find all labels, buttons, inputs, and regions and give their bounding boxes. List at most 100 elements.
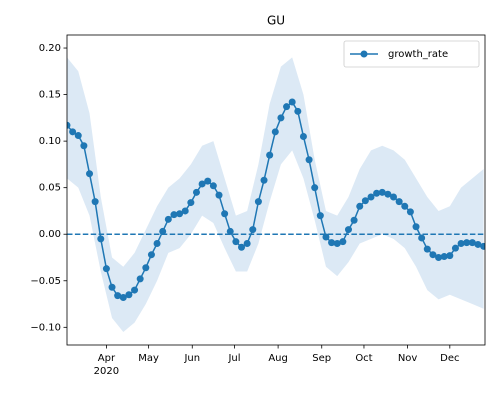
marker: [74, 132, 82, 140]
marker: [187, 199, 195, 207]
marker: [119, 294, 127, 302]
marker: [192, 188, 200, 196]
marker: [451, 244, 459, 252]
marker: [69, 128, 77, 136]
marker: [429, 251, 437, 259]
marker: [170, 211, 178, 219]
marker: [322, 233, 330, 241]
x-tick-label: Oct: [355, 353, 372, 364]
marker: [91, 198, 99, 206]
marker: [316, 212, 324, 220]
marker: [147, 251, 155, 259]
marker: [474, 240, 482, 248]
y-tick-label: 0.10: [39, 136, 61, 147]
marker: [395, 198, 403, 206]
marker: [288, 98, 296, 106]
x-tick-label: May: [138, 353, 159, 364]
y-tick-label: 0.15: [39, 90, 61, 101]
marker: [80, 142, 88, 150]
marker: [260, 176, 268, 184]
marker: [254, 198, 262, 206]
marker: [108, 283, 116, 291]
marker: [299, 132, 307, 140]
marker: [412, 223, 420, 231]
marker: [350, 216, 358, 224]
marker: [361, 197, 369, 205]
marker: [209, 182, 217, 190]
x-tick-label: Aug: [268, 353, 288, 364]
marker: [221, 210, 229, 218]
marker: [277, 114, 285, 122]
y-tick-label: −0.05: [30, 276, 61, 287]
confidence-band: [67, 57, 484, 332]
marker: [198, 180, 206, 188]
legend-label: growth_rate: [388, 49, 448, 60]
marker: [390, 193, 398, 201]
marker: [67, 121, 71, 129]
marker: [418, 234, 426, 242]
x-tick-label: Jul: [227, 353, 240, 364]
marker: [356, 202, 364, 210]
marker: [114, 292, 122, 300]
marker: [333, 240, 341, 248]
marker: [311, 184, 319, 192]
x-year-label: 2020: [94, 366, 119, 377]
marker: [249, 226, 257, 234]
marker: [181, 207, 189, 215]
marker: [294, 107, 302, 115]
x-tick-label: Jun: [183, 353, 200, 364]
marker: [480, 242, 485, 250]
marker: [406, 208, 414, 216]
x-tick-label: Dec: [440, 353, 459, 364]
y-tick-label: 0.00: [39, 229, 61, 240]
marker: [215, 191, 223, 199]
marker: [86, 170, 94, 178]
chart-title: GU: [267, 14, 285, 28]
marker: [142, 264, 150, 272]
marker: [226, 227, 234, 235]
legend-box: [343, 40, 480, 68]
marker: [159, 227, 167, 235]
marker: [176, 210, 184, 218]
marker: [468, 239, 476, 247]
marker: [423, 245, 431, 253]
marker: [328, 239, 336, 247]
marker: [125, 291, 133, 299]
marker: [271, 128, 279, 136]
x-tick-label: Sep: [312, 353, 331, 364]
marker: [457, 240, 465, 248]
marker: [266, 151, 274, 159]
marker: [232, 238, 240, 246]
marker: [102, 265, 110, 273]
marker: [131, 286, 139, 294]
marker: [204, 177, 212, 185]
legend-marker: [360, 50, 368, 58]
y-tick-label: 0.05: [39, 183, 61, 194]
marker: [153, 240, 161, 248]
axes-frame: [66, 34, 486, 346]
plot-area: [67, 57, 485, 332]
marker: [305, 156, 313, 164]
marker: [339, 238, 347, 246]
marker: [367, 193, 375, 201]
marker: [164, 215, 172, 223]
marker: [373, 189, 381, 197]
marker: [238, 243, 246, 251]
marker: [243, 240, 251, 248]
y-tick-label: 0.20: [39, 43, 61, 54]
marker: [384, 190, 392, 198]
marker: [97, 235, 105, 243]
marker: [446, 252, 454, 260]
marker: [344, 226, 352, 234]
marker: [435, 253, 443, 261]
y-tick-label: −0.10: [30, 322, 61, 333]
marker: [283, 103, 291, 111]
x-tick-label: Apr: [98, 353, 116, 364]
marker: [136, 275, 144, 283]
marker: [440, 253, 448, 261]
marker: [401, 202, 409, 210]
marker: [378, 188, 386, 196]
x-tick-label: Nov: [398, 353, 418, 364]
marker: [463, 239, 471, 247]
